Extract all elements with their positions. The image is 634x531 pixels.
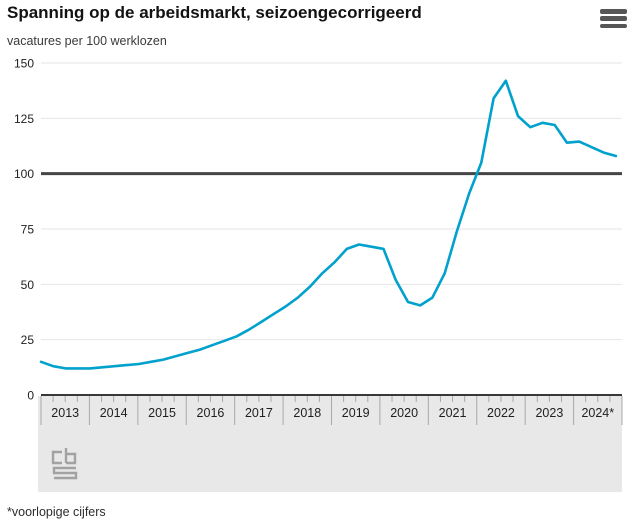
y-tick-label: 50: [21, 278, 35, 292]
cbs-logo-icon: [51, 448, 78, 480]
footnote: *voorlopige cijfers: [7, 505, 106, 519]
chart-title: Spanning op de arbeidsmarkt, seizoengeco…: [7, 3, 422, 22]
menu-bar: [600, 23, 627, 28]
year-label: 2016: [197, 406, 225, 420]
hamburger-menu-icon[interactable]: [600, 9, 627, 28]
data-line: [39, 79, 618, 370]
year-label: 2022: [487, 406, 515, 420]
y-tick-label: 0: [27, 389, 34, 403]
chart-subtitle: vacatures per 100 werklozen: [7, 34, 167, 48]
menu-bar: [600, 9, 627, 14]
year-label: 2023: [535, 406, 563, 420]
year-label: 2021: [439, 406, 467, 420]
year-label: 2020: [390, 406, 418, 420]
y-tick-label: 75: [21, 223, 35, 237]
chart-canvas: 0 25 50 75 100 125 150 2013 2014 2015 2016 2017 2018…: [14, 57, 623, 492]
y-tick-label: 100: [14, 167, 34, 181]
year-label: 2018: [293, 406, 321, 420]
chart-generated: 0 25 50 75 100 125 150 2013 2014 2015 2016 2017 2018…: [14, 57, 623, 492]
menu-bar: [600, 16, 627, 21]
y-tick-label: 25: [21, 333, 35, 347]
y-tick-label: 125: [14, 112, 34, 126]
year-label: 2015: [148, 406, 176, 420]
year-label: 2019: [342, 406, 370, 420]
y-tick-label: 150: [14, 57, 34, 71]
year-label: 2013: [51, 406, 79, 420]
year-label: 2014: [100, 406, 128, 420]
year-label: 2017: [245, 406, 273, 420]
year-label: 2024*: [581, 406, 614, 420]
